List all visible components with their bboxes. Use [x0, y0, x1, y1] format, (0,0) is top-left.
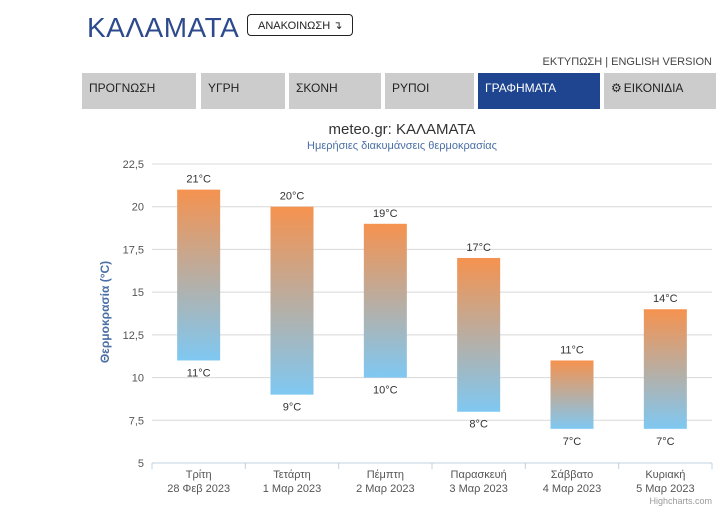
tab-icons[interactable]: ⚙ ΕΙΚΟΝΙΔΙΑ: [604, 73, 716, 109]
y-tick-label: 10: [132, 373, 144, 385]
tab-charts[interactable]: ΓΡΑΦΗΜΑΤΑ: [478, 73, 600, 109]
temperature-bar: [457, 257, 501, 412]
arrow-down-icon: ↴: [333, 20, 343, 32]
low-temp-label: 7°C: [656, 436, 675, 448]
x-tick-day: Πέμπτη: [367, 469, 404, 481]
y-tick-label: 22,5: [123, 159, 144, 171]
y-axis-title: Θερμοκρασία (°C): [98, 261, 112, 363]
english-version-link[interactable]: ENGLISH VERSION: [611, 56, 712, 68]
print-link[interactable]: ΕΚΤΥΠΩΣΗ: [542, 56, 603, 68]
main-nav-tabs: ΠΡΟΓΝΩΣΗ ΥΓΡΗ ΣΚΟΝΗ ΡΥΠΟΙ ΓΡΑΦΗΜΑΤΑ ⚙ ΕΙΚ…: [82, 73, 716, 109]
y-axis-ticks: 5 7,5 10 12,5 15 17,5 20 22,5: [123, 159, 144, 470]
tab-label: ΠΡΟΓΝΩΣΗ: [89, 81, 156, 95]
x-tick-day: Σάββατο: [551, 469, 593, 481]
x-tick-day: Κυριακή: [645, 469, 685, 481]
high-temp-label: 21°C: [186, 174, 211, 186]
low-temp-label: 11°C: [187, 367, 211, 379]
x-tick-day: Παρασκευή: [451, 469, 507, 481]
x-tick-date: 4 Μαρ 2023: [543, 483, 601, 495]
low-temp-label: 8°C: [469, 419, 488, 431]
bar-series: [177, 189, 687, 429]
x-tick-date: 3 Μαρ 2023: [449, 483, 507, 495]
page-title: ΚΑΛΑΜΑΤΑ: [87, 12, 240, 43]
x-tick-date: 1 Μαρ 2023: [263, 483, 321, 495]
grid-lines: [152, 163, 712, 421]
low-temp-label: 10°C: [373, 385, 398, 397]
low-temp-label: 7°C: [563, 436, 582, 448]
gear-icon: ⚙: [611, 81, 622, 95]
y-tick-label: 7,5: [129, 415, 144, 427]
temperature-bar: [643, 309, 687, 429]
high-temp-label: 14°C: [653, 293, 678, 305]
x-tick-day: Τετάρτη: [273, 469, 311, 481]
chart-title: meteo.gr: ΚΑΛΑΜΑΤΑ: [328, 121, 475, 138]
x-tick-date: 28 Φεβ 2023: [167, 483, 230, 495]
temperature-bar: [363, 223, 407, 378]
chart-credits[interactable]: Highcharts.com: [649, 496, 712, 506]
x-axis: Τρίτη 28 Φεβ 2023 Τετάρτη 1 Μαρ 2023 Πέμπτη 2…: [151, 462, 713, 495]
tab-label: ΕΙΚΟΝΙΔΙΑ: [623, 81, 684, 95]
data-labels: 21°C 11°C 20°C 9°C 19°C 10°C 17°C 8°C 11°C 7°C 14°…: [186, 174, 677, 448]
y-tick-label: 17,5: [123, 244, 144, 256]
high-temp-label: 17°C: [466, 242, 491, 254]
high-temp-label: 11°C: [560, 344, 584, 356]
x-tick-date: 5 Μαρ 2023: [636, 483, 694, 495]
temperature-bar: [177, 189, 221, 361]
tab-label: ΥΓΡΗ: [208, 81, 240, 95]
tab-humidity[interactable]: ΥΓΡΗ: [201, 73, 285, 109]
tab-dust[interactable]: ΣΚΟΝΗ: [289, 73, 381, 109]
high-temp-label: 19°C: [373, 208, 398, 220]
chart-subtitle: Ημερήσιες διακυμάνσεις θερμοκρασίας: [307, 140, 497, 152]
announcement-button[interactable]: ΑΝΑΚΟΙΝΩΣΗ ↴: [247, 14, 354, 36]
high-temp-label: 20°C: [280, 191, 305, 203]
link-separator: |: [602, 56, 612, 68]
tab-label: ΓΡΑΦΗΜΑΤΑ: [485, 81, 557, 95]
y-tick-label: 5: [138, 458, 144, 470]
tab-pollutants[interactable]: ΡΥΠΟΙ: [385, 73, 474, 109]
temperature-bar: [550, 360, 594, 429]
y-tick-label: 20: [132, 202, 144, 214]
top-links: ΕΚΤΥΠΩΣΗ | ENGLISH VERSION: [543, 56, 712, 68]
temperature-bar: [270, 206, 314, 395]
tab-label: ΣΚΟΝΗ: [296, 81, 338, 95]
y-tick-label: 15: [132, 287, 144, 299]
y-tick-label: 12,5: [123, 330, 144, 342]
tab-label: ΡΥΠΟΙ: [392, 81, 430, 95]
x-tick-date: 2 Μαρ 2023: [356, 483, 414, 495]
tab-forecast[interactable]: ΠΡΟΓΝΩΣΗ: [82, 73, 196, 109]
announcement-label: ΑΝΑΚΟΙΝΩΣΗ: [258, 20, 331, 32]
low-temp-label: 9°C: [283, 402, 302, 414]
x-tick-day: Τρίτη: [186, 469, 212, 481]
